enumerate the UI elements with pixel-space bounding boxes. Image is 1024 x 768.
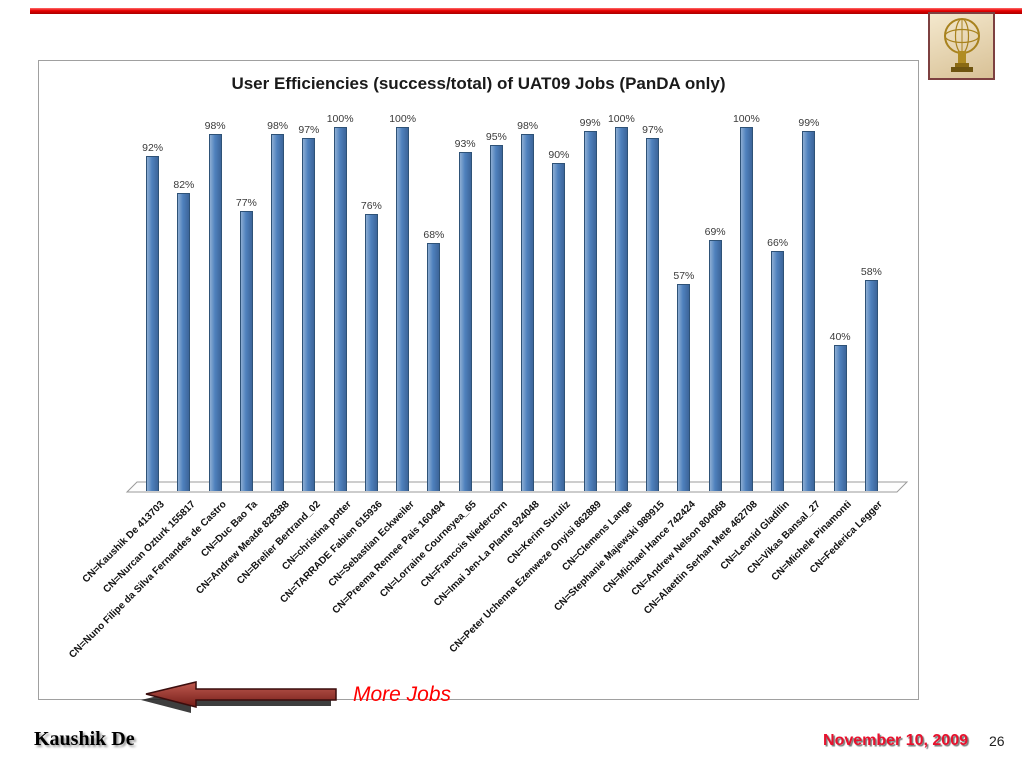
bar-group: 100%: [606, 113, 637, 491]
category-label: CN=Michele Pinamonti: [769, 499, 854, 584]
category-label: CN=Alaettin Serhan Mete 462708: [642, 499, 761, 617]
bar: [708, 239, 722, 491]
bar-value-label: 68%: [423, 229, 445, 242]
bar: [614, 127, 628, 491]
bar-group: 99%: [793, 117, 824, 491]
bar-group: 92%: [137, 121, 168, 491]
page-number: 26: [989, 733, 1005, 749]
bar: [177, 192, 191, 491]
bar: [271, 134, 285, 491]
slide-date: November 10, 2009: [823, 732, 968, 749]
category-label: CN=Leonid Gladilin: [718, 499, 792, 573]
atlas-statue-globe-icon: [931, 13, 993, 80]
bar: [239, 210, 253, 491]
bar: [646, 137, 660, 491]
more-jobs-arrow: [141, 681, 337, 713]
bar: [427, 243, 441, 491]
bar-value-label: 82%: [173, 178, 195, 191]
atlas-logo: [928, 12, 995, 80]
bar-value-label: 92%: [142, 142, 164, 155]
bar-value-label: 98%: [517, 120, 539, 133]
bar-group: 76%: [356, 121, 387, 491]
bar: [302, 137, 316, 491]
bar: [333, 127, 347, 491]
bar-group: 97%: [637, 121, 668, 491]
bar: [833, 345, 847, 491]
bar: [458, 152, 472, 491]
plot-area: 92% 82% 98% 77% 98% 97% 100% 76% 100% 68% 93% 95% 98…: [137, 113, 887, 491]
bar-value-label: 57%: [673, 269, 695, 282]
bar-value-label: 77%: [235, 196, 257, 209]
bar-group: 93%: [450, 121, 481, 491]
bar-value-label: 100%: [607, 113, 635, 125]
category-label: CN=Federica Legger: [808, 499, 886, 576]
bar-group: 97%: [293, 121, 324, 491]
bar-group: 100%: [387, 113, 418, 491]
bar: [677, 283, 691, 491]
bar-value-label: 97%: [298, 123, 320, 136]
more-jobs-label: More Jobs: [353, 683, 452, 706]
bar-value-label: 69%: [704, 225, 726, 238]
bar: [802, 130, 816, 491]
bar-value-label: 40%: [829, 331, 851, 344]
bar: [208, 134, 222, 491]
bar-value-label: 98%: [267, 120, 289, 133]
bar-value-label: 100%: [389, 113, 417, 125]
bar-value-label: 98%: [204, 120, 226, 133]
bar-group: 99%: [575, 117, 606, 491]
chart-frame: User Efficiencies (success/total) of UAT…: [38, 60, 919, 700]
bar-group: 98%: [512, 120, 543, 491]
bar: [552, 163, 566, 491]
bar-value-label: 58%: [860, 265, 882, 278]
bar-group: 98%: [262, 120, 293, 491]
bar: [739, 127, 753, 491]
bar-value-label: 90%: [548, 149, 570, 162]
bar-group: 100%: [731, 113, 762, 491]
bar-value-label: 99%: [798, 116, 820, 129]
bar-value-label: 99%: [579, 116, 601, 129]
bar-group: 68%: [418, 121, 449, 491]
bar: [396, 127, 410, 491]
bar: [771, 250, 785, 491]
bar: [864, 279, 878, 491]
chart-title: User Efficiencies (success/total) of UAT…: [231, 74, 726, 93]
bar-value-label: 97%: [642, 123, 664, 136]
bar-group: 58%: [856, 121, 887, 491]
bar: [489, 145, 503, 491]
bar-group: 98%: [200, 120, 231, 491]
bar: [521, 134, 535, 491]
bar-value-label: 76%: [360, 200, 382, 213]
bar-value-label: 100%: [732, 113, 760, 125]
bar-group: 69%: [700, 121, 731, 491]
bar-group: 95%: [481, 121, 512, 491]
bar-group: 82%: [168, 121, 199, 491]
bar-group: 100%: [325, 113, 356, 491]
bar-value-label: 93%: [454, 138, 476, 151]
bar-group: 57%: [668, 121, 699, 491]
author-name: Kaushik De: [34, 728, 135, 750]
bar: [364, 214, 378, 491]
bar-value-label: 100%: [326, 113, 354, 125]
category-label: CN=Vikas Bansal_27: [745, 499, 823, 577]
bar: [146, 156, 160, 491]
bar-group: 90%: [543, 121, 574, 491]
category-label: CN=Stephanie Majewski 989915: [551, 499, 667, 614]
top-accent-bar: [30, 8, 1022, 14]
category-label: CN=Andrew Nelson 804068: [629, 499, 729, 599]
category-label: CN=Michael Hance 742424: [600, 499, 698, 596]
bar-group: 66%: [762, 121, 793, 491]
bar-value-label: 66%: [767, 236, 789, 249]
bar-value-label: 95%: [485, 131, 507, 144]
bar-group: 77%: [231, 121, 262, 491]
bar: [583, 130, 597, 491]
bar-group: 40%: [825, 121, 856, 491]
